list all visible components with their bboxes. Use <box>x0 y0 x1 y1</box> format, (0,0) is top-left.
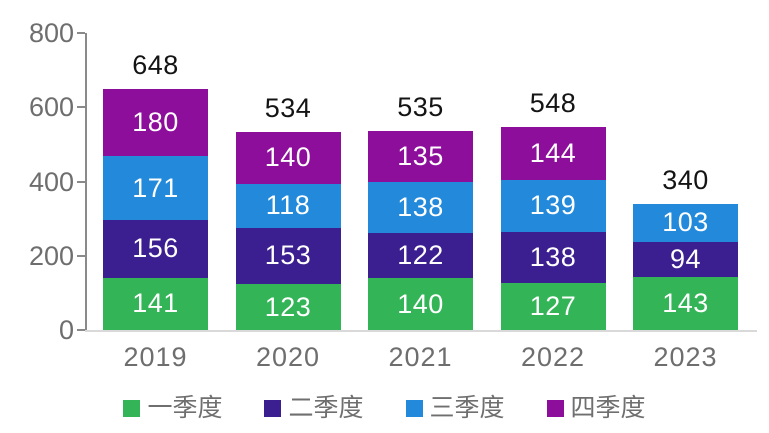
legend-label: 四季度 <box>570 394 646 422</box>
bar-segment: 138 <box>500 231 606 283</box>
y-tick-mark <box>77 32 85 34</box>
x-axis-baseline <box>85 330 757 332</box>
bar-segment: 138 <box>368 181 473 233</box>
chart-legend: 一季度 二季度 三季度 四季度 <box>0 392 769 424</box>
y-axis-label: 600 <box>28 92 74 123</box>
legend-label: 三季度 <box>429 394 505 422</box>
legend-item: 一季度 <box>123 393 222 423</box>
legend-swatch-icon <box>123 399 141 417</box>
x-axis-label: 2023 <box>653 342 718 372</box>
bar-segment: 122 <box>368 232 473 279</box>
bar-segment: 123 <box>235 284 341 330</box>
y-tick-mark <box>77 106 85 109</box>
y-axis-label: 200 <box>28 240 74 271</box>
bar-2019: 648 180 171 156 141 <box>103 51 208 330</box>
bar-segment: 103 <box>633 203 738 243</box>
bar-segment: 140 <box>368 278 473 330</box>
bar-segment: 139 <box>500 180 606 232</box>
y-axis-label: 0 <box>58 315 74 345</box>
bar-segment: 144 <box>500 126 606 181</box>
legend-swatch-icon <box>264 399 282 417</box>
bar-segment: 171 <box>103 156 208 220</box>
bar-2021: 535 135 138 122 140 <box>368 93 473 330</box>
bar-segment: 143 <box>633 276 738 330</box>
bar-segment: 153 <box>235 227 341 285</box>
legend-item: 四季度 <box>546 393 646 423</box>
legend-label: 二季度 <box>288 394 364 422</box>
legend-label: 一季度 <box>147 394 223 422</box>
bar-segment: 135 <box>368 131 473 182</box>
x-axis-label: 2022 <box>520 342 586 372</box>
bar-total-label: 534 <box>264 92 312 123</box>
y-tick-mark <box>77 254 85 257</box>
bar-total-label: 340 <box>662 164 709 195</box>
bar-segment: 140 <box>235 131 341 184</box>
x-axis-label: 2020 <box>255 342 321 372</box>
bar-segment: 156 <box>103 219 208 278</box>
bar-segment: 127 <box>500 282 606 330</box>
legend-item: 二季度 <box>264 393 364 423</box>
legend-swatch-icon <box>546 399 564 417</box>
x-axis-label: 2019 <box>123 342 188 372</box>
legend-swatch-icon <box>405 399 423 417</box>
x-axis-label: 2021 <box>388 342 453 372</box>
bar-total-label: 648 <box>132 50 179 81</box>
bar-total-label: 548 <box>529 87 577 118</box>
bar-2023: 340 103 94 143 <box>633 164 738 330</box>
bar-2020: 534 140 118 153 123 <box>235 92 341 330</box>
bar-segment: 94 <box>633 242 738 277</box>
y-tick-mark <box>77 329 85 331</box>
bar-2022: 548 144 139 138 127 <box>500 87 606 330</box>
legend-item: 三季度 <box>405 393 505 423</box>
y-axis-label: 400 <box>28 166 74 197</box>
bar-segment: 141 <box>103 277 208 330</box>
bar-total-label: 535 <box>397 92 444 123</box>
y-axis-label: 800 <box>28 18 74 48</box>
y-axis-line <box>85 33 87 332</box>
bar-segment: 180 <box>103 89 208 157</box>
bar-segment: 118 <box>235 183 341 228</box>
y-tick-mark <box>77 180 85 183</box>
